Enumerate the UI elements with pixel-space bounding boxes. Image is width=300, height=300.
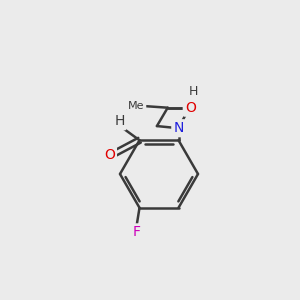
Text: H: H	[189, 85, 199, 98]
Text: O: O	[185, 101, 196, 115]
Text: H: H	[114, 114, 124, 128]
Text: F: F	[133, 225, 140, 239]
Text: O: O	[104, 148, 115, 162]
Text: Me: Me	[128, 101, 145, 111]
Text: N: N	[173, 121, 184, 135]
